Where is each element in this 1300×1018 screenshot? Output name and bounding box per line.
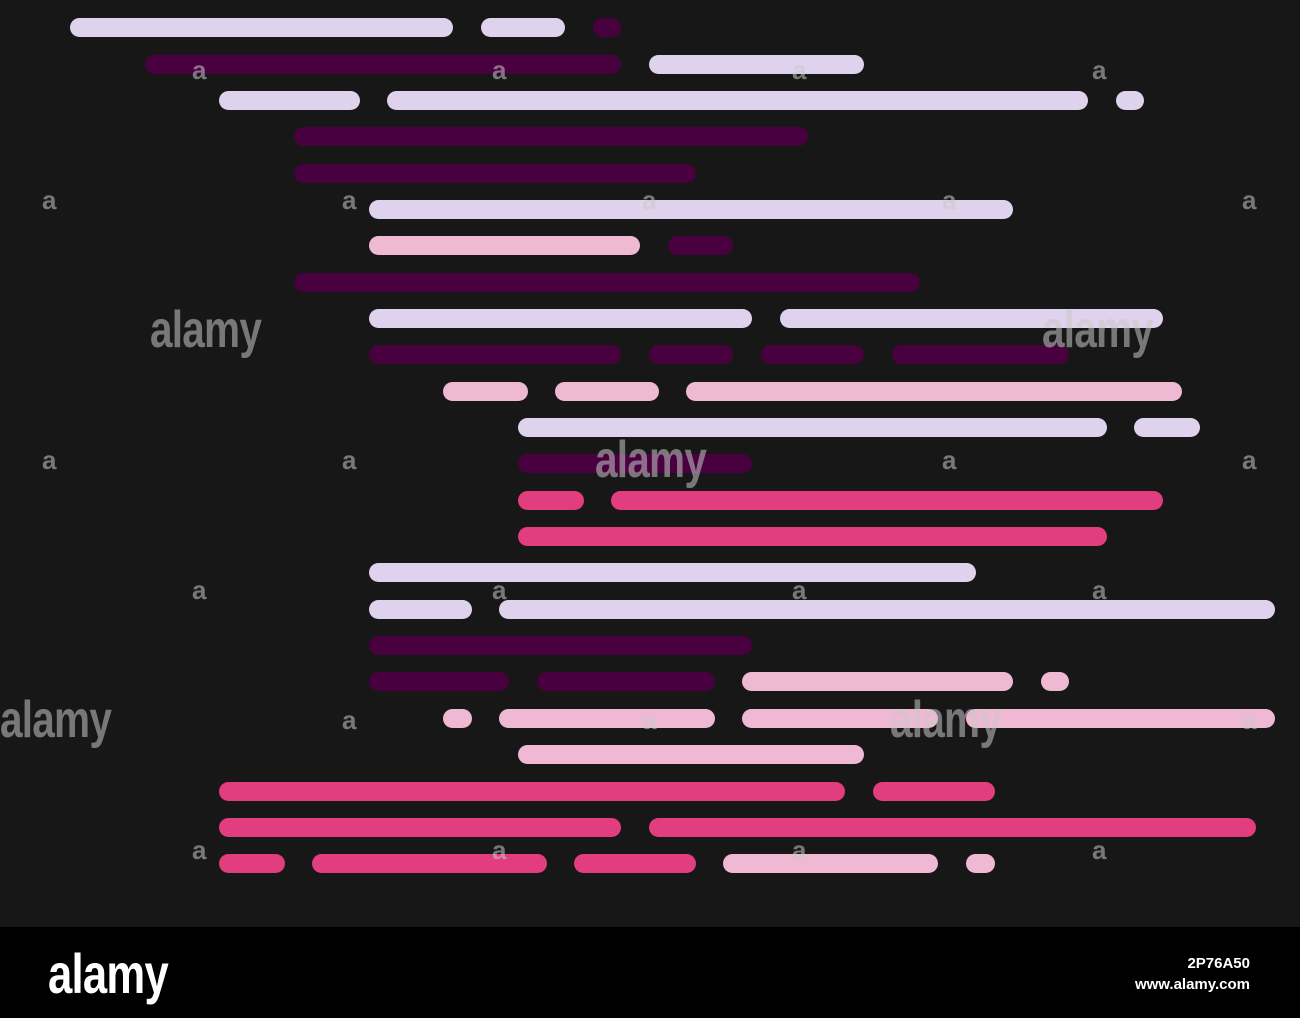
code-bar [518,454,752,473]
code-bar [369,309,752,328]
code-bar [742,709,938,728]
watermark-letter: a [942,445,957,475]
code-bar [369,672,509,691]
watermark-letter: a [192,835,207,865]
watermark-letter: a [1092,55,1107,85]
footer-image-id: 2P76A50 [1187,955,1250,972]
watermark-logo: alamy [150,301,262,359]
watermark-letter: a [342,185,357,215]
code-bar [761,345,864,364]
code-bar [70,18,453,37]
watermark-letter: a [1242,445,1257,475]
code-bar [443,709,472,728]
watermark-letter: a [192,575,207,605]
code-bar [593,18,621,37]
code-bar [892,345,1069,364]
code-bar [780,309,1163,328]
code-bar [499,709,715,728]
watermark-letter: a [342,705,357,735]
watermark-letter: a [1092,835,1107,865]
code-bar [537,672,715,691]
code-bar [369,636,752,655]
code-bar [518,491,584,510]
code-bar [518,418,1107,437]
code-bar [742,672,1013,691]
code-bar [966,854,995,873]
code-bar [966,709,1275,728]
code-bar [555,382,659,401]
footer-url: www.alamy.com [1134,976,1250,993]
code-bar [481,18,565,37]
watermark-letter: a [42,185,57,215]
code-bar [294,164,696,183]
code-bar [723,854,938,873]
code-bar [649,818,1256,837]
code-bar [649,55,864,74]
code-bar [219,91,360,110]
code-art-canvas: alamy alamy alamy alamy alamy a a a a a … [0,18,1275,873]
code-bar [686,382,1182,401]
watermark-letter: a [1242,185,1257,215]
code-bar [1134,418,1200,437]
code-bar [219,782,845,801]
code-bar [369,563,976,582]
code-bar [1116,91,1144,110]
code-bar [873,782,995,801]
code-bar [369,600,472,619]
code-bar [294,127,808,146]
code-bar [369,345,621,364]
footer-logo: alamy [48,942,169,1005]
code-bar [145,55,621,74]
code-bar [219,818,621,837]
code-bar [369,236,640,255]
code-bar [518,745,864,764]
code-bar [611,491,1163,510]
watermark-letter: a [342,445,357,475]
code-bar [443,382,528,401]
watermark-letter: a [42,445,57,475]
watermark-logo: alamy [0,691,112,749]
code-bar [312,854,547,873]
code-bar [219,854,285,873]
stock-footer-bar: alamy 2P76A50 www.alamy.com [0,927,1300,1018]
code-bar [668,236,733,255]
code-bar [294,273,920,292]
code-bar [1041,672,1069,691]
code-bar [369,200,1013,219]
code-bar [499,600,1275,619]
code-bar [649,345,733,364]
code-bar [387,91,1088,110]
code-bar [518,527,1107,546]
code-bar [574,854,696,873]
